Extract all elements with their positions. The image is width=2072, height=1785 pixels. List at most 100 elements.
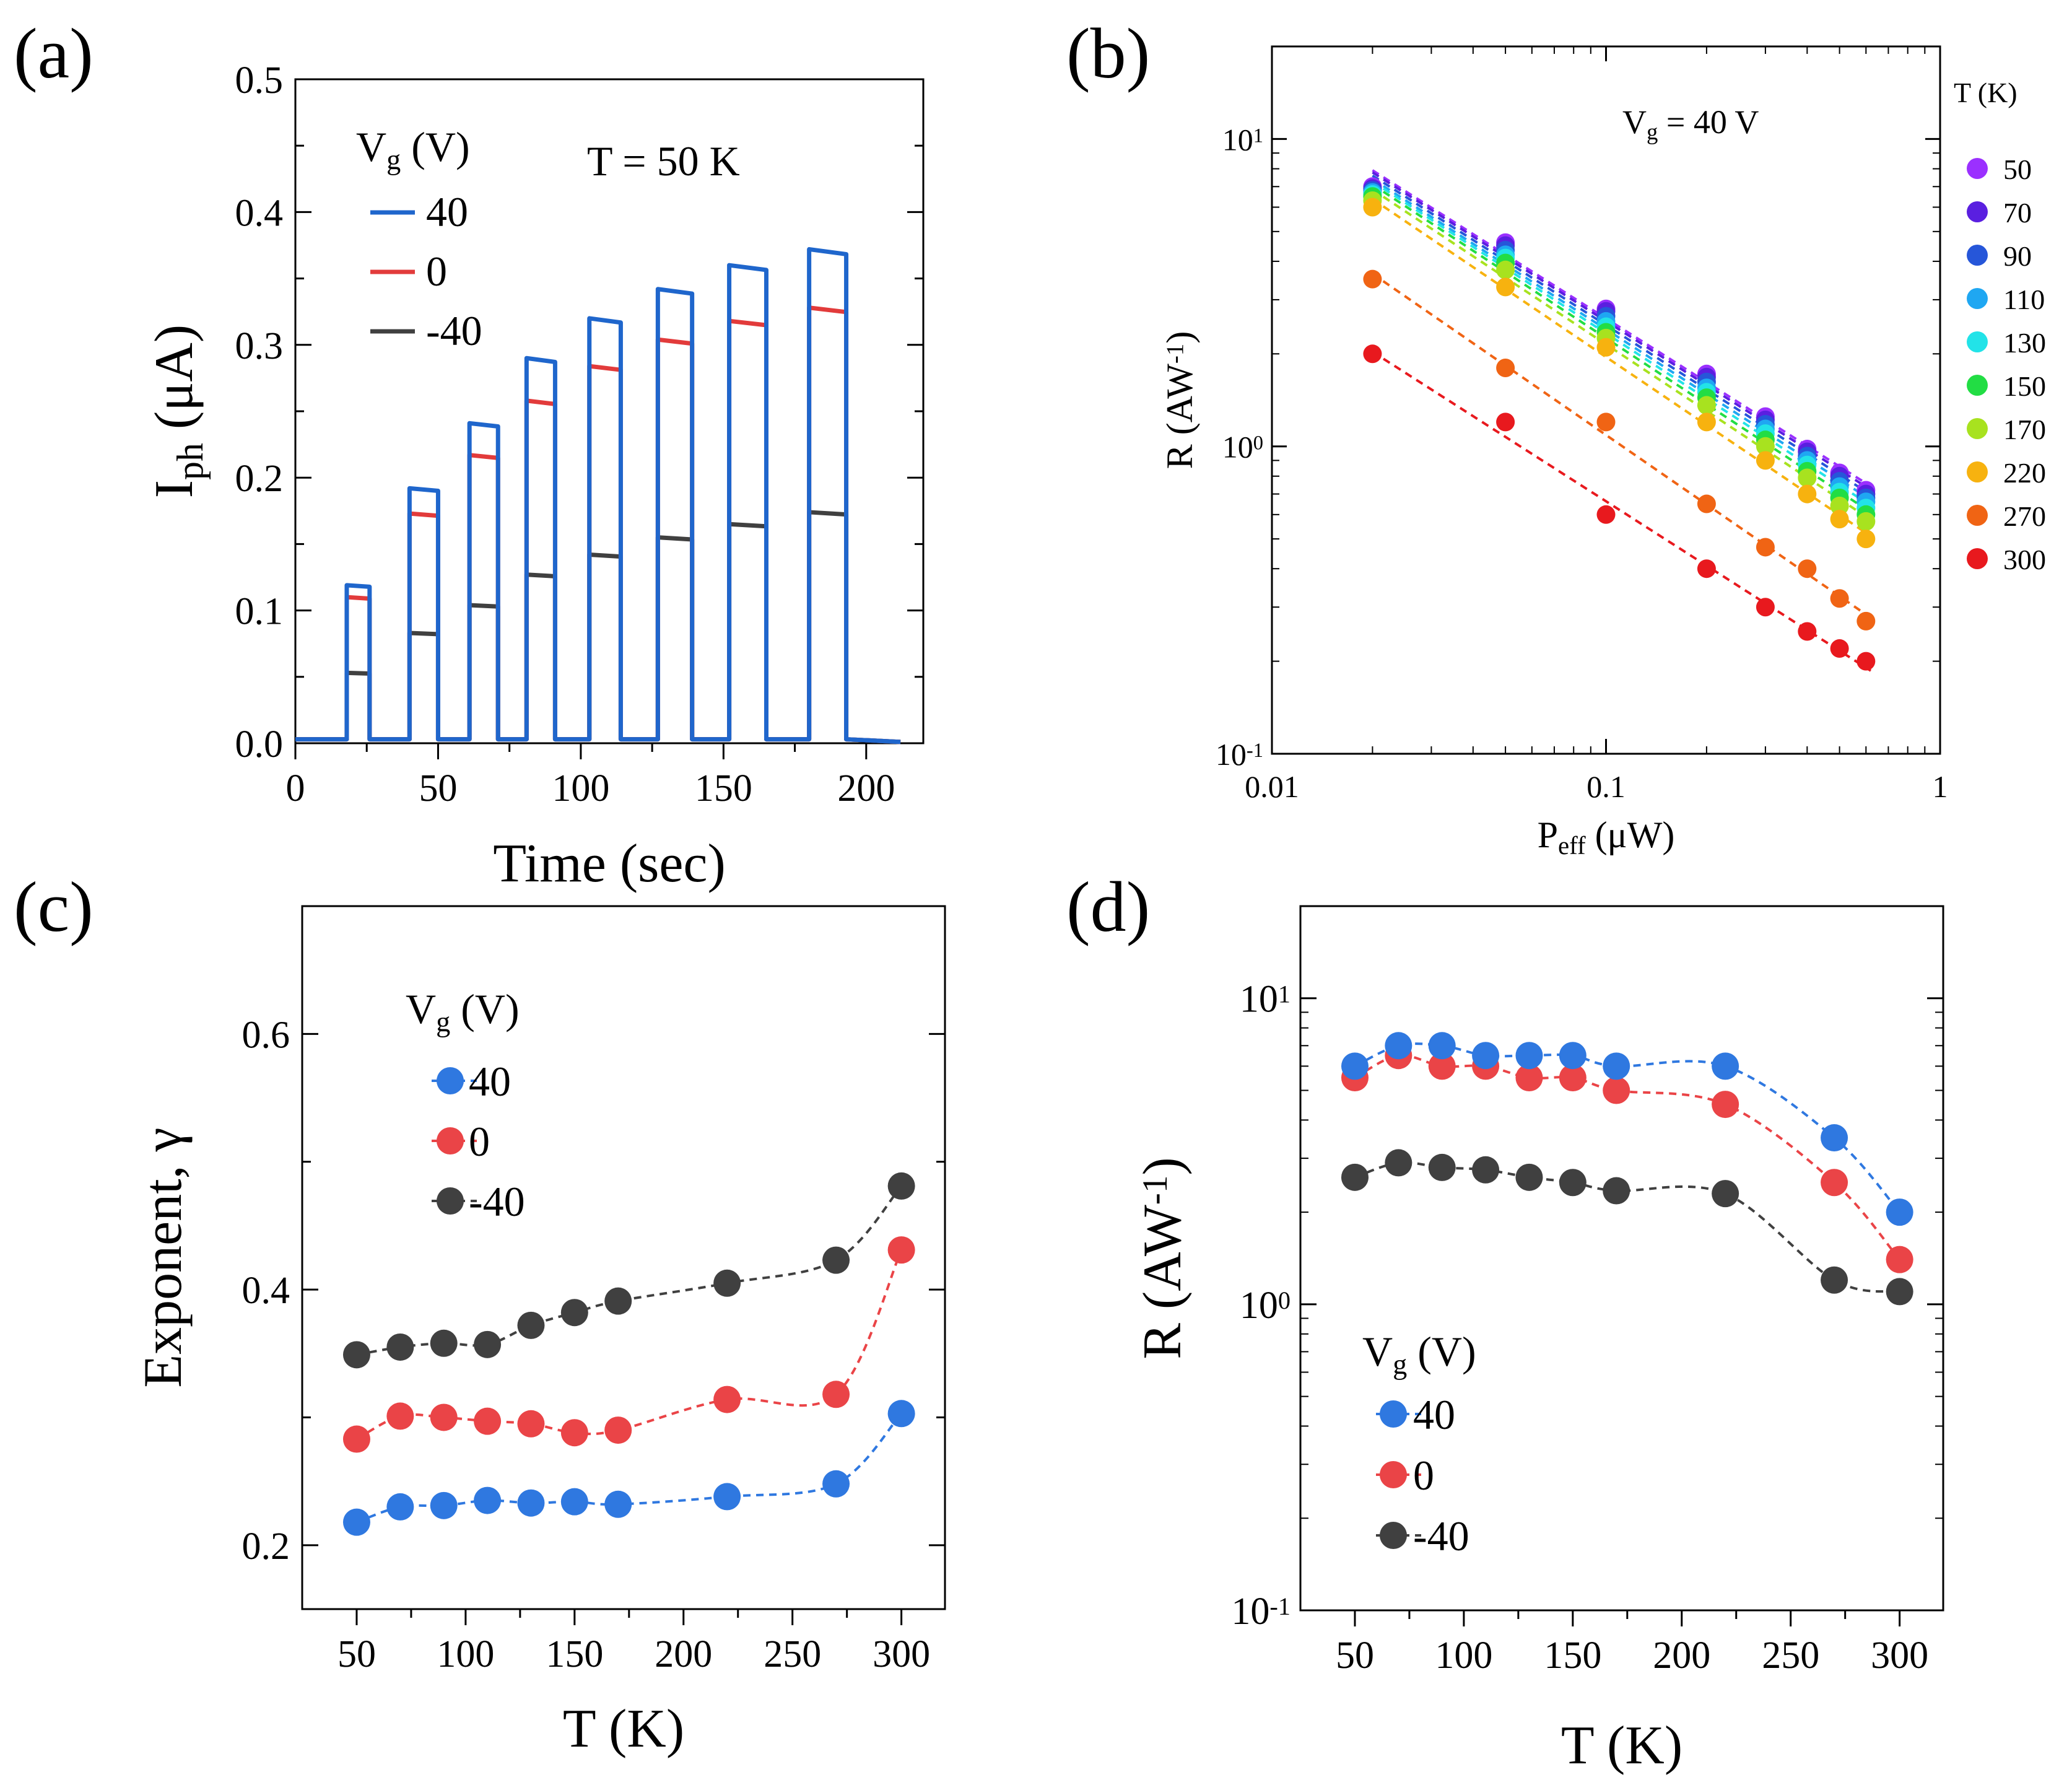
panel-a: (a) 0.0 0.1 0.2 0.3 0.4 0.5 0 50 100 150 200 Time (s… <box>14 14 925 894</box>
fit-line-b-50 <box>1372 169 1872 487</box>
legend-label-d--40: -40 <box>1413 1512 1469 1560</box>
legend-marker-d-0 <box>1380 1461 1407 1488</box>
y-tick-label-d-part: 10 <box>1240 979 1278 1021</box>
data-point-c-0 <box>430 1403 458 1431</box>
data-point-b-220 <box>1756 451 1775 470</box>
data-point-d--40 <box>1385 1149 1413 1177</box>
data-point-d-40 <box>1515 1042 1543 1070</box>
data-point-b-270 <box>1756 538 1775 557</box>
y-tick-label-a: 0.4 <box>235 192 284 234</box>
data-point-c-0 <box>604 1416 632 1444</box>
data-point-d--40 <box>1821 1266 1848 1294</box>
legend-title-a: Vg (V) <box>356 123 470 176</box>
data-point-d-0 <box>1515 1064 1543 1092</box>
data-point-b-300 <box>1756 598 1775 617</box>
panel-label-d: (d) <box>1066 868 1150 947</box>
data-point-b-220 <box>1496 277 1515 297</box>
x-tick-label-a: 200 <box>837 767 895 810</box>
x-tick-label-a: 100 <box>552 767 609 810</box>
y-tick-label-b-part: -1 <box>1247 740 1263 762</box>
data-point-b-220 <box>1830 510 1849 529</box>
x-tick-label-a: 50 <box>419 767 457 810</box>
data-point-d-40 <box>1559 1042 1587 1070</box>
legend-label-a--40: -40 <box>426 307 482 354</box>
legend-title-b: T (K) <box>1954 77 2018 108</box>
y-axis-title-a-part: (μA) <box>144 325 204 443</box>
x-tick-label-a: 150 <box>695 767 752 810</box>
legend-label-b-50: 50 <box>2003 154 2032 185</box>
annotation-b-part: = 40 V <box>1658 103 1759 141</box>
x-axis-title-d: T (K) <box>1561 1716 1682 1776</box>
data-point-c--40 <box>713 1269 741 1297</box>
legend-label-b-70: 70 <box>2003 197 2032 229</box>
x-axis-title-b-part: P <box>1538 814 1558 855</box>
y-tick-label-a: 0.2 <box>235 458 284 500</box>
x-tick-label-c: 50 <box>337 1633 376 1675</box>
data-point-c-40 <box>342 1508 370 1536</box>
y-tick-label-a: 0.3 <box>235 325 284 367</box>
y-tick-label-d: 10-1 <box>1231 1591 1291 1633</box>
data-point-b-220 <box>1697 412 1716 432</box>
x-axis-title-b: Peff (μW) <box>1538 814 1675 860</box>
y-axis-title-d-part: R (AW <box>1133 1205 1193 1359</box>
data-point-c-0 <box>517 1410 545 1438</box>
y-tick-label-b-part: 10 <box>1222 430 1253 465</box>
data-point-b-300 <box>1496 412 1515 432</box>
legend-title-a-part: g <box>386 144 401 176</box>
y-axis-title-d-part: ) <box>1133 1157 1193 1175</box>
panel-label-b: (b) <box>1066 14 1150 94</box>
data-point-b-220 <box>1798 484 1817 504</box>
x-tick-label-d: 250 <box>1762 1634 1819 1677</box>
data-point-d-40 <box>1428 1032 1456 1060</box>
y-axis-title-b: R (AW-1) <box>1159 331 1200 469</box>
data-point-d-40 <box>1712 1052 1739 1080</box>
trend-line-d--40 <box>1354 1161 1900 1293</box>
legend-title-d-part: V <box>1362 1328 1393 1375</box>
data-point-b-170 <box>1798 468 1817 487</box>
panel-label-c: (c) <box>14 868 94 947</box>
legend-marker-c--40 <box>437 1187 464 1215</box>
fit-line-b-270 <box>1372 273 1872 619</box>
fit-line-b-170 <box>1372 188 1872 521</box>
data-point-c-40 <box>517 1489 545 1517</box>
legend-marker-b-110 <box>1967 288 1988 309</box>
x-axis-title-a: Time (sec) <box>493 834 726 894</box>
y-axis-title-d-part: -1 <box>1136 1176 1175 1205</box>
legend-label-b-150: 150 <box>2003 370 2046 402</box>
data-point-b-220 <box>1363 198 1382 217</box>
x-tick-label-c: 100 <box>437 1633 494 1675</box>
data-point-d-40 <box>1472 1042 1500 1070</box>
data-point-d-0 <box>1428 1052 1456 1080</box>
data-point-c-0 <box>342 1425 370 1453</box>
y-tick-label-a: 0.0 <box>235 723 284 766</box>
data-point-d--40 <box>1603 1177 1630 1205</box>
y-tick-label-c: 0.4 <box>242 1270 290 1312</box>
annotation-a: T = 50 K <box>587 137 740 185</box>
annotation-b: Vg = 40 V <box>1622 103 1759 144</box>
x-tick-label-b: 0.1 <box>1587 769 1626 804</box>
data-point-b-270 <box>1697 494 1716 513</box>
data-point-c-40 <box>560 1488 588 1516</box>
legend-marker-b-150 <box>1967 375 1988 396</box>
data-point-c-0 <box>713 1386 741 1413</box>
legend-marker-c-40 <box>437 1067 464 1094</box>
data-point-b-170 <box>1697 396 1716 415</box>
y-tick-label-d-part: -1 <box>1269 1592 1291 1620</box>
data-point-c--40 <box>517 1311 545 1339</box>
data-point-d-40 <box>1603 1052 1630 1080</box>
legend-label-a-0: 0 <box>426 248 447 295</box>
legend-marker-b-220 <box>1967 461 1988 482</box>
legend-label-d-40: 40 <box>1413 1391 1455 1438</box>
data-point-c-40 <box>474 1486 502 1514</box>
x-tick-label-c: 300 <box>873 1633 930 1675</box>
data-point-c--40 <box>474 1330 502 1358</box>
x-tick-label-c: 250 <box>764 1633 821 1675</box>
data-point-c-0 <box>887 1236 915 1264</box>
y-axis-title-d: R (AW-1) <box>1133 1157 1193 1359</box>
x-tick-label-d: 200 <box>1653 1634 1710 1677</box>
y-axis-title-b-part: ) <box>1159 331 1200 344</box>
annotation-b-part: g <box>1647 119 1658 144</box>
data-point-c-40 <box>430 1491 458 1519</box>
legend-marker-b-170 <box>1967 418 1988 439</box>
